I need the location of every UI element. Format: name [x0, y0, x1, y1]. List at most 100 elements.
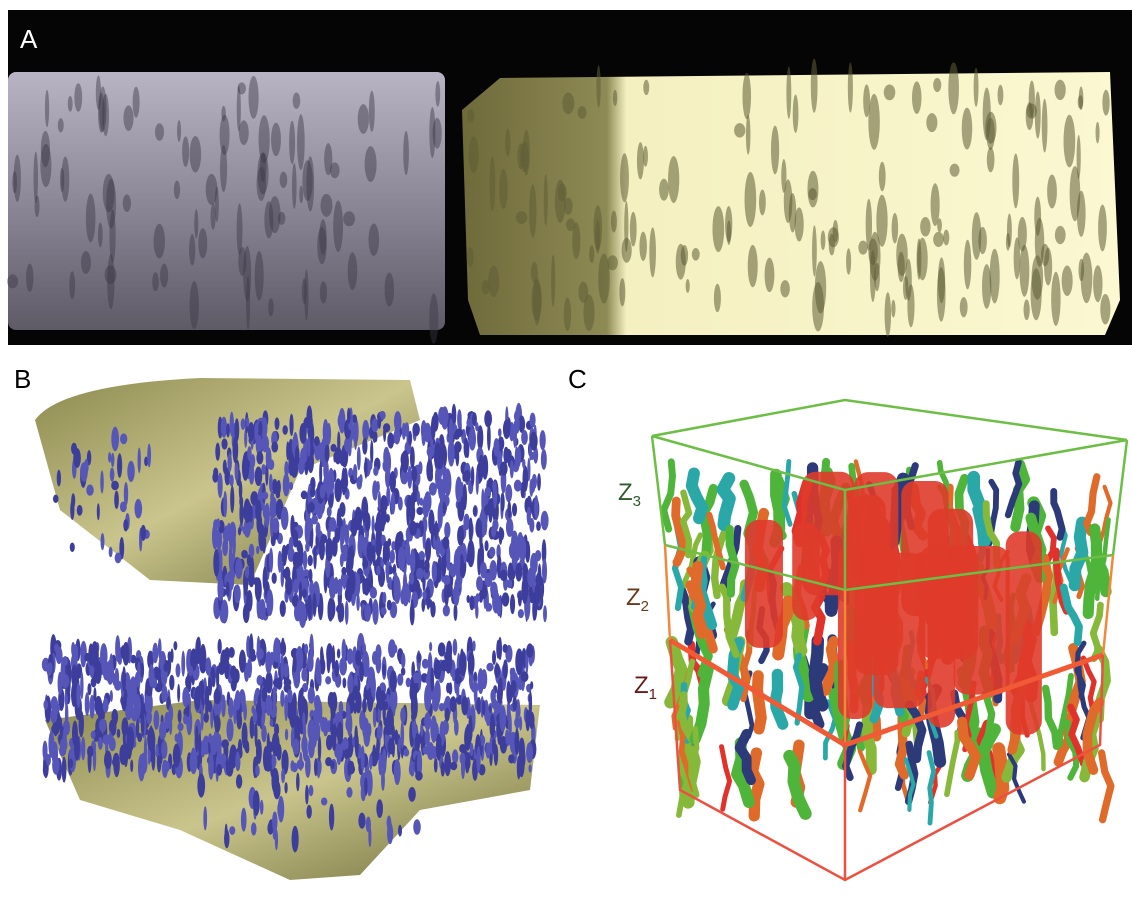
pore — [236, 774, 242, 788]
pore — [295, 446, 300, 466]
streak — [630, 212, 637, 247]
streak — [69, 271, 75, 299]
pore — [280, 653, 283, 681]
pore — [358, 813, 365, 829]
pore — [372, 515, 375, 534]
streak — [1093, 265, 1102, 302]
streak — [1062, 266, 1073, 296]
pore — [320, 717, 326, 732]
pore — [485, 540, 489, 551]
pore — [432, 561, 437, 582]
pore — [77, 505, 83, 516]
pore — [284, 694, 288, 721]
pore — [411, 466, 417, 482]
pore — [408, 787, 416, 802]
pore — [372, 599, 378, 625]
streak — [987, 147, 995, 172]
pore — [229, 826, 235, 835]
pore — [103, 698, 109, 713]
pore — [115, 553, 122, 564]
pore — [226, 760, 233, 777]
pore — [257, 705, 262, 719]
pore — [234, 584, 241, 603]
pore — [344, 524, 349, 545]
pore — [344, 749, 350, 759]
pore — [61, 674, 69, 688]
pore — [448, 682, 452, 694]
pore — [212, 472, 218, 483]
pore — [369, 460, 373, 470]
pore — [293, 738, 300, 754]
pore — [481, 488, 484, 513]
pore — [486, 603, 492, 612]
pore — [386, 560, 389, 583]
streak — [765, 258, 775, 292]
pore — [410, 549, 415, 575]
pore — [97, 503, 100, 520]
pore — [308, 502, 315, 512]
pore — [264, 503, 269, 528]
streak — [712, 206, 724, 252]
streak — [611, 211, 617, 233]
pore — [382, 664, 386, 676]
pore — [482, 700, 485, 716]
streak — [369, 223, 380, 256]
pore — [114, 680, 121, 690]
streak — [123, 194, 131, 212]
pore — [249, 463, 255, 484]
streak — [529, 184, 536, 237]
streak — [589, 245, 594, 263]
streak — [1055, 226, 1066, 244]
pore — [120, 695, 126, 705]
pore — [469, 595, 474, 610]
pore — [147, 727, 155, 752]
pore — [235, 751, 240, 771]
pore — [529, 691, 532, 717]
pore — [134, 499, 142, 519]
pore — [293, 579, 299, 594]
streak — [578, 106, 587, 119]
streak — [848, 62, 853, 112]
pore — [502, 592, 510, 606]
pore — [269, 474, 273, 492]
pore — [253, 790, 260, 815]
pore — [70, 500, 74, 520]
streak — [828, 227, 839, 247]
pore — [235, 463, 239, 481]
pore — [161, 740, 167, 758]
streak — [499, 169, 508, 209]
pore — [470, 743, 474, 756]
pore — [280, 690, 284, 707]
pore — [120, 501, 127, 512]
pore — [259, 599, 266, 620]
pore — [321, 798, 327, 806]
streak — [948, 62, 959, 114]
pore — [443, 502, 446, 514]
pore — [303, 551, 307, 570]
pore — [201, 704, 204, 730]
pore — [499, 527, 503, 545]
pore — [272, 811, 278, 832]
pore — [425, 539, 431, 562]
streak — [1047, 174, 1057, 208]
streak — [299, 186, 303, 203]
pore — [173, 743, 181, 767]
red-region — [919, 546, 978, 659]
streak — [297, 114, 305, 170]
pore-channel — [723, 478, 730, 524]
pore — [62, 727, 66, 755]
streak — [26, 264, 33, 292]
pore — [497, 494, 500, 505]
pore — [461, 756, 465, 780]
streak — [429, 107, 435, 158]
pore — [461, 696, 468, 715]
streak — [884, 84, 896, 100]
pore — [353, 464, 357, 480]
pore — [71, 642, 75, 656]
pore — [221, 438, 227, 449]
pore — [536, 572, 543, 588]
pore — [136, 718, 139, 736]
streak — [293, 92, 301, 108]
streak — [490, 157, 496, 211]
pore — [422, 591, 427, 600]
